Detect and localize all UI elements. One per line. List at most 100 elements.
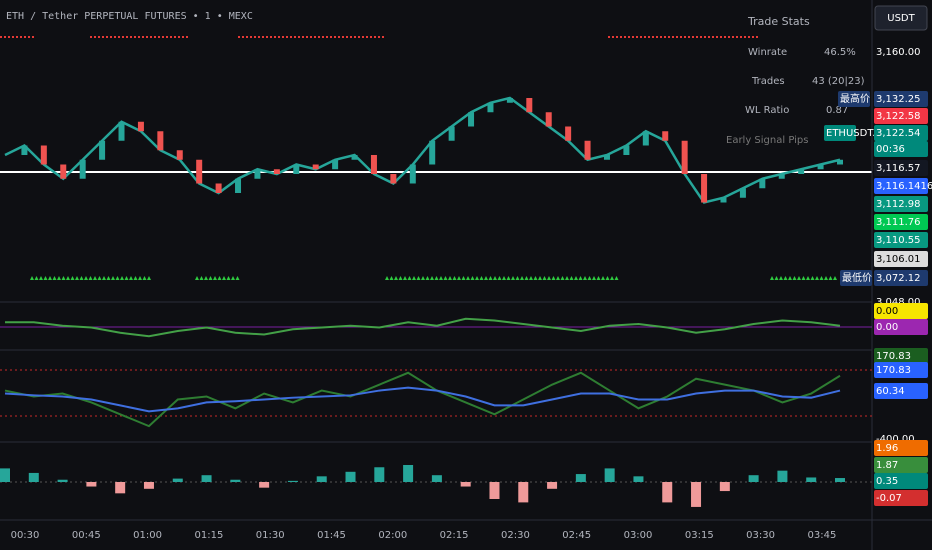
price-tag bbox=[874, 362, 928, 378]
histogram-bar bbox=[345, 471, 356, 482]
signal-marker bbox=[166, 36, 168, 38]
stats-title: Trade Stats bbox=[747, 15, 810, 28]
candle bbox=[312, 164, 319, 170]
signal-marker bbox=[692, 36, 694, 38]
candle bbox=[817, 164, 824, 170]
signal-marker bbox=[97, 276, 102, 280]
signal-marker bbox=[134, 36, 136, 38]
signal-marker bbox=[601, 276, 605, 280]
signal-marker bbox=[70, 276, 75, 280]
signal-marker bbox=[407, 276, 412, 280]
time-label: 00:30 bbox=[11, 530, 40, 541]
time-label: 01:30 bbox=[256, 530, 285, 541]
signal-marker bbox=[213, 276, 217, 280]
signal-marker bbox=[632, 36, 634, 38]
signal-marker bbox=[610, 276, 614, 280]
signal-marker bbox=[748, 36, 750, 38]
signal-marker bbox=[815, 276, 819, 280]
candle bbox=[332, 159, 339, 170]
histogram-bar bbox=[172, 478, 183, 482]
signal-marker bbox=[262, 36, 264, 38]
signal-marker bbox=[439, 276, 443, 280]
candle bbox=[739, 188, 746, 198]
signal-marker bbox=[98, 36, 100, 38]
price-label: 3,122.54 bbox=[876, 128, 921, 139]
signal-marker bbox=[833, 276, 837, 280]
histogram-bar bbox=[575, 474, 586, 482]
signal-marker bbox=[366, 36, 368, 38]
signal-marker bbox=[314, 36, 316, 38]
signal-marker bbox=[310, 36, 312, 38]
candle bbox=[468, 112, 475, 127]
candle bbox=[137, 121, 144, 132]
candle bbox=[409, 164, 416, 184]
signal-marker bbox=[88, 276, 93, 280]
signal-marker bbox=[111, 276, 115, 280]
signal-marker bbox=[43, 276, 48, 280]
signal-marker bbox=[542, 276, 547, 280]
signal-marker bbox=[195, 276, 199, 280]
price-label: 3,048.00 bbox=[876, 297, 921, 308]
histogram-bar bbox=[777, 470, 788, 482]
signal-marker bbox=[142, 36, 144, 38]
stats-key: Winrate bbox=[748, 47, 787, 58]
candle bbox=[565, 126, 572, 141]
signal-marker bbox=[75, 276, 79, 280]
signal-marker bbox=[115, 276, 120, 280]
signal-marker bbox=[770, 276, 774, 280]
price-tag bbox=[838, 91, 870, 107]
price-tag bbox=[874, 108, 928, 124]
histogram-bar bbox=[662, 482, 673, 503]
histogram-bar bbox=[719, 482, 730, 492]
price-label: 0.35 bbox=[876, 476, 898, 487]
signal-marker bbox=[493, 276, 497, 280]
histogram-bar bbox=[143, 482, 154, 489]
signal-marker bbox=[728, 36, 730, 38]
currency-label[interactable]: USDT bbox=[887, 13, 915, 24]
price-label: 最低价 bbox=[842, 271, 872, 284]
price-label: 3,132.25 bbox=[876, 94, 921, 105]
signal-marker bbox=[150, 36, 152, 38]
signal-marker bbox=[620, 36, 622, 38]
signal-marker bbox=[466, 276, 470, 280]
price-label: 0.00 bbox=[876, 322, 898, 333]
signal-marker bbox=[506, 276, 511, 280]
signal-marker bbox=[138, 36, 140, 38]
histogram-bar bbox=[403, 465, 414, 482]
signal-marker bbox=[644, 36, 646, 38]
signal-marker bbox=[660, 36, 662, 38]
price-label: 1.96 bbox=[876, 443, 898, 454]
signal-marker bbox=[122, 36, 124, 38]
signal-marker bbox=[4, 36, 6, 38]
histogram-bar bbox=[691, 482, 702, 507]
candle bbox=[293, 164, 300, 174]
series-line bbox=[4, 96, 841, 204]
signal-marker bbox=[452, 276, 457, 280]
signal-marker bbox=[226, 276, 231, 280]
price-label: 3,106.01 bbox=[876, 254, 921, 265]
histogram-bar bbox=[259, 482, 270, 488]
signal-marker bbox=[680, 36, 682, 38]
signal-marker bbox=[0, 36, 2, 38]
price-tag bbox=[874, 232, 928, 248]
signal-marker bbox=[124, 276, 129, 280]
signal-marker bbox=[302, 36, 304, 38]
candle bbox=[623, 145, 630, 155]
price-tag bbox=[874, 303, 928, 319]
candle bbox=[118, 121, 125, 141]
signal-marker bbox=[330, 36, 332, 38]
signal-marker bbox=[370, 36, 372, 38]
signal-marker bbox=[744, 36, 746, 38]
signal-marker bbox=[12, 36, 14, 38]
currency-button[interactable] bbox=[874, 5, 928, 31]
signal-marker bbox=[412, 276, 416, 280]
signal-marker bbox=[457, 276, 461, 280]
time-label: 03:30 bbox=[746, 530, 775, 541]
signal-marker bbox=[326, 36, 328, 38]
time-label: 01:45 bbox=[317, 530, 346, 541]
candle bbox=[778, 174, 785, 179]
signal-marker bbox=[592, 276, 596, 280]
histogram-bar bbox=[489, 482, 500, 499]
signal-marker bbox=[421, 276, 425, 280]
signal-marker bbox=[102, 36, 104, 38]
